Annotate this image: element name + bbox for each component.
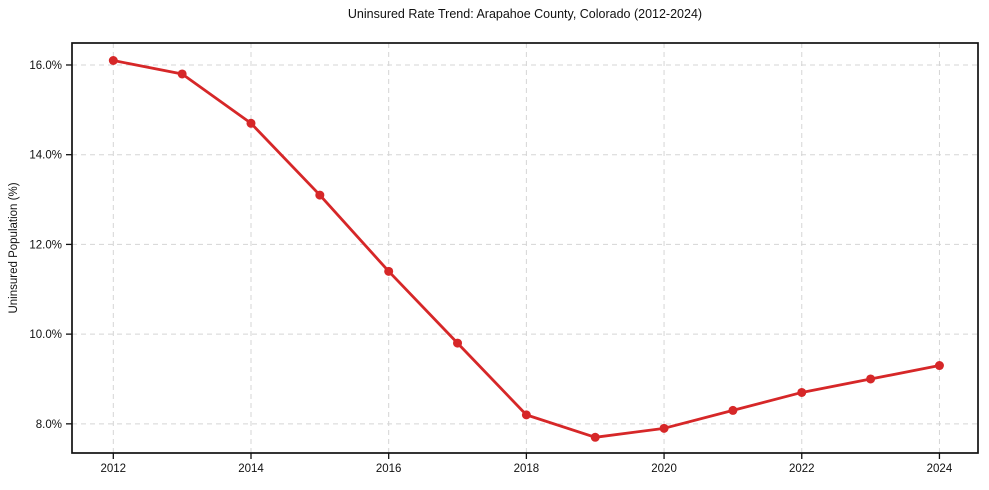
data-point — [177, 69, 187, 79]
y-tick-label: 8.0% — [36, 419, 62, 431]
data-point — [315, 190, 325, 200]
data-point — [590, 432, 600, 442]
x-tick-label: 2014 — [238, 463, 264, 475]
axes-spines — [71, 42, 979, 454]
x-tick-label: 2022 — [789, 463, 815, 475]
y-tick-label: 14.0% — [29, 150, 62, 162]
data-point — [866, 374, 876, 384]
data-point — [797, 387, 807, 397]
x-tick-label: 2018 — [514, 463, 540, 475]
data-point — [246, 118, 256, 128]
data-point — [384, 266, 394, 276]
data-point — [453, 338, 463, 348]
data-point — [108, 55, 118, 65]
x-tick-label: 2024 — [927, 463, 953, 475]
x-tick-label: 2016 — [376, 463, 402, 475]
data-point — [521, 410, 531, 420]
data-point — [934, 361, 944, 371]
x-tick-label: 2012 — [101, 463, 127, 475]
x-tick-label: 2020 — [651, 463, 677, 475]
chart-title: Uninsured Rate Trend: Arapahoe County, C… — [347, 7, 703, 21]
data-point — [659, 423, 669, 433]
y-tick-label: 16.0% — [29, 60, 62, 72]
y-tick-label: 10.0% — [29, 329, 62, 341]
y-tick-label: 12.0% — [29, 239, 62, 251]
data-point — [728, 405, 738, 415]
